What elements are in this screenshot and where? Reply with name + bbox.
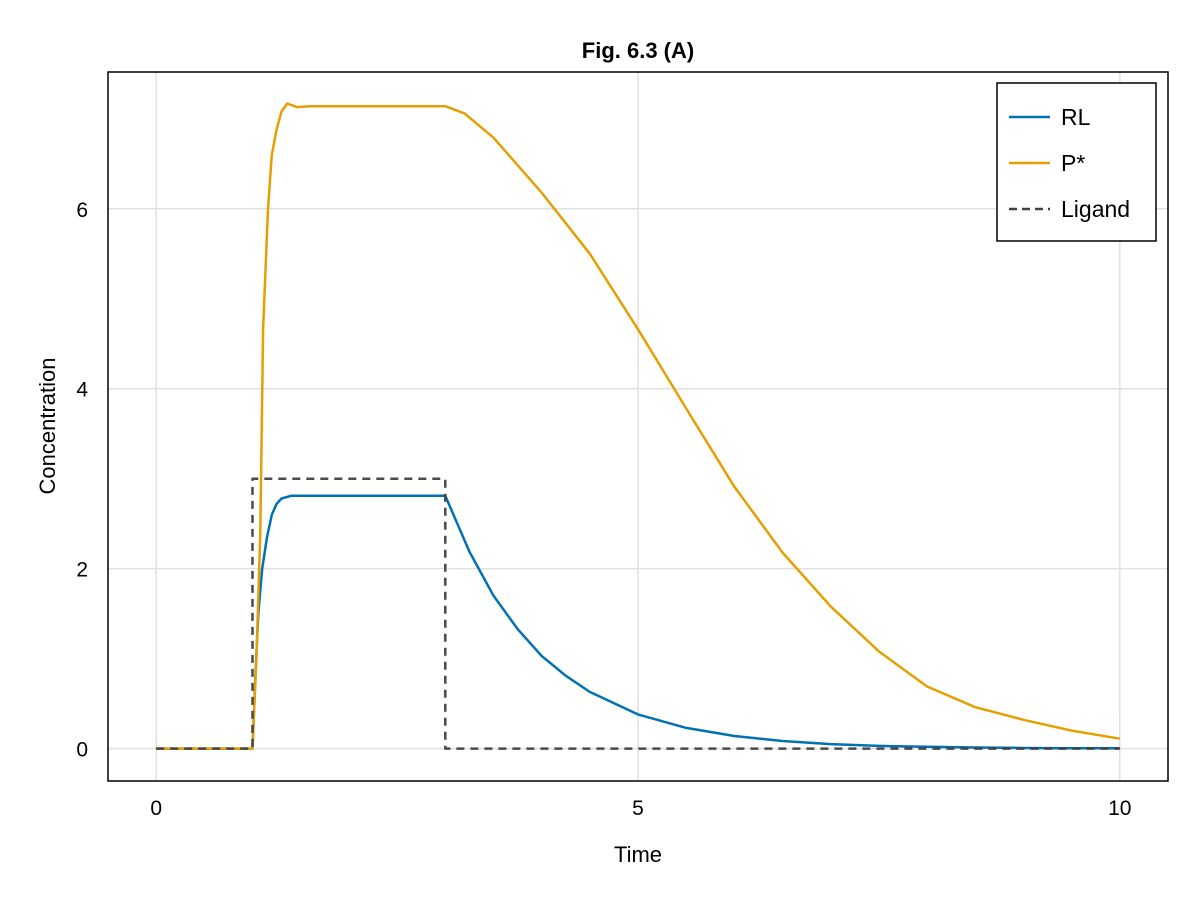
x-tick-label: 0 [150, 797, 162, 820]
y-axis-label: Concentration [35, 358, 60, 495]
ticks: 0 5 10 0 2 4 6 [76, 199, 1131, 820]
legend-label-ligand: Ligand [1061, 196, 1130, 222]
series-line-p [156, 102, 1121, 750]
y-tick-label: 0 [76, 739, 88, 762]
series-layer [156, 102, 1121, 750]
series-line-ligand [156, 477, 1120, 750]
series-line-rl [156, 494, 1120, 750]
x-tick-label: 5 [632, 797, 644, 820]
chart-title: Fig. 6.3 (A) [582, 38, 694, 63]
x-axis-label: Time [614, 842, 662, 867]
legend-label-rl: RL [1061, 104, 1091, 130]
plot-frame [107, 71, 1169, 782]
legend: RL P* Ligand [996, 82, 1157, 242]
y-tick-label: 2 [76, 559, 88, 582]
y-tick-label: 6 [76, 199, 88, 222]
legend-label-p: P* [1061, 150, 1085, 176]
y-tick-label: 4 [76, 379, 88, 402]
x-tick-label: 10 [1108, 797, 1131, 820]
